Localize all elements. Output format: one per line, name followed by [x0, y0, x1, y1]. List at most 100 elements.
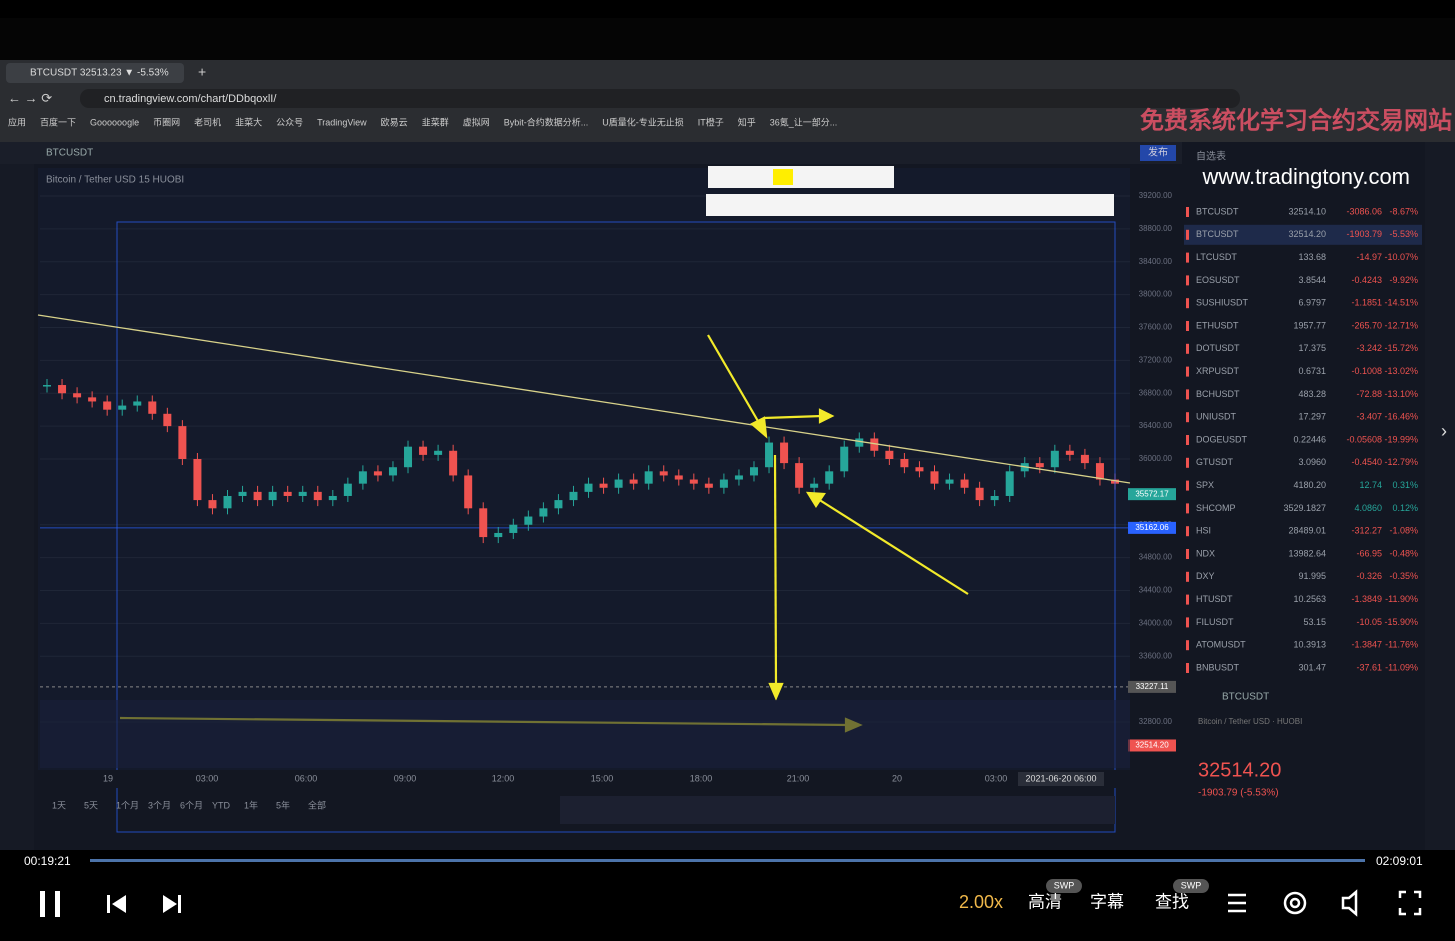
wl-change: 12.74 — [1359, 480, 1382, 490]
wl-last: 133.68 — [1298, 252, 1326, 262]
candle — [373, 471, 382, 476]
y-tick-label: 33600.00 — [1139, 651, 1173, 660]
wl-symbol: BNBUSDT — [1196, 662, 1240, 672]
wl-last: 3529.1827 — [1283, 503, 1326, 513]
wl-last: 32514.20 — [1288, 229, 1326, 239]
playback-controls[interactable] — [40, 891, 181, 917]
candle — [88, 397, 97, 402]
address-bar[interactable] — [80, 89, 1240, 108]
candle — [749, 467, 758, 476]
candle — [1035, 463, 1044, 468]
wl-change: -0.1008 — [1351, 366, 1382, 376]
candle — [313, 491, 322, 501]
wl-pct: -8.67% — [1389, 206, 1418, 216]
x-tick-label: 19 — [103, 773, 113, 783]
candle — [1095, 463, 1104, 480]
wl-symbol: GTUSDT — [1196, 457, 1234, 467]
symbol: BTCUSDT — [46, 148, 93, 159]
y-tick-label: 34000.00 — [1139, 618, 1173, 627]
candle — [569, 491, 578, 501]
speed[interactable]: 2.00x — [959, 892, 1003, 912]
wl-change: -0.326 — [1356, 571, 1382, 581]
wl-change: -312.27 — [1351, 526, 1382, 536]
wl-change: -1.3847 — [1351, 640, 1382, 650]
row-flag — [1186, 252, 1189, 263]
wl-symbol: SHCOMP — [1196, 503, 1236, 513]
candle — [494, 532, 503, 538]
elapsed: 00:19:21 — [24, 854, 71, 868]
row-flag — [1186, 549, 1189, 559]
bookmark: 韭菜群 — [422, 116, 449, 127]
range-button: 1天 — [52, 800, 66, 810]
candle — [298, 491, 307, 496]
wl-change: -10.05 — [1356, 617, 1382, 627]
price-tag-label: 33227.11 — [1136, 682, 1169, 691]
y-tick-label: 34400.00 — [1139, 586, 1173, 595]
y-tick-label: 39200.00 — [1139, 191, 1173, 200]
candle — [719, 479, 728, 488]
tab[interactable] — [6, 63, 184, 83]
wl-last: 10.3913 — [1293, 640, 1326, 650]
row-flag — [1186, 435, 1189, 445]
bookmark: 知乎 — [738, 116, 756, 127]
y-tick-label: 37200.00 — [1139, 355, 1173, 364]
row-flag — [1186, 298, 1189, 309]
wl-symbol: HTUSDT — [1196, 594, 1233, 604]
new-tab[interactable]: + — [198, 64, 206, 80]
range-button: 3个月 — [148, 800, 171, 810]
wl-pct: -9.92% — [1389, 275, 1418, 285]
candle — [795, 463, 804, 488]
wl-last: 17.297 — [1298, 412, 1326, 422]
wl-pct: -0.35% — [1389, 571, 1418, 581]
row-flag — [1186, 571, 1189, 582]
candle — [238, 491, 247, 496]
quality[interactable]: 高清 — [1028, 892, 1062, 911]
wl-symbol: BTCUSDT — [1196, 229, 1239, 239]
candle — [840, 446, 849, 472]
detail-price: 32514.20 — [1198, 759, 1281, 781]
range-button: YTD — [212, 800, 231, 810]
badge: SWP — [1181, 880, 1202, 890]
candle — [885, 450, 894, 459]
row-flag — [1186, 617, 1189, 628]
bookmark: U盾量化-专业无止损 — [602, 116, 684, 127]
volume-pane — [40, 700, 1130, 768]
x-tick-label: 03:00 — [985, 773, 1008, 783]
candle — [704, 483, 713, 488]
subtitle[interactable]: 字幕 — [1090, 892, 1124, 911]
candle — [960, 479, 969, 488]
candle — [870, 438, 879, 451]
color-swatch[interactable] — [773, 169, 793, 185]
search[interactable]: 查找 — [1155, 892, 1189, 911]
y-tick-label: 36400.00 — [1139, 421, 1173, 430]
url: cn.tradingview.com/chart/DDbqoxlI/ — [104, 93, 277, 105]
publish-button[interactable] — [1140, 145, 1176, 161]
wl-pct: -13.10% — [1384, 389, 1418, 399]
candle — [479, 508, 488, 538]
wl-last: 3.8544 — [1298, 275, 1326, 285]
row-flag — [1186, 389, 1189, 400]
chart-legend: Bitcoin / Tether USD 15 HUOBI — [46, 175, 184, 186]
candle — [404, 446, 413, 468]
candle — [990, 495, 999, 501]
detail-name: Bitcoin / Tether USD · HUOBI — [1198, 717, 1302, 726]
wl-last: 6.9797 — [1298, 298, 1326, 308]
wl-last: 32514.10 — [1288, 206, 1326, 216]
wl-change: -1.1851 — [1351, 298, 1382, 308]
next-arrow[interactable]: › — [1441, 421, 1447, 441]
candle — [283, 491, 292, 496]
row-flag — [1186, 275, 1189, 286]
range-button: 全部 — [308, 799, 326, 810]
x-tick-label: 15:00 — [591, 773, 614, 783]
price-tag — [1128, 739, 1176, 752]
nav-buttons[interactable]: ← → ⟳ — [8, 90, 52, 105]
wl-last: 483.28 — [1298, 389, 1326, 399]
player-icons[interactable] — [1228, 889, 1422, 917]
badge: SWP — [1054, 880, 1075, 890]
wl-last: 13982.64 — [1288, 548, 1326, 558]
wl-change: -72.88 — [1356, 389, 1382, 399]
candle — [103, 401, 112, 410]
candle — [464, 475, 473, 509]
watchlist-panel — [1182, 142, 1425, 850]
price-tag-label: 32514.20 — [1135, 741, 1169, 750]
